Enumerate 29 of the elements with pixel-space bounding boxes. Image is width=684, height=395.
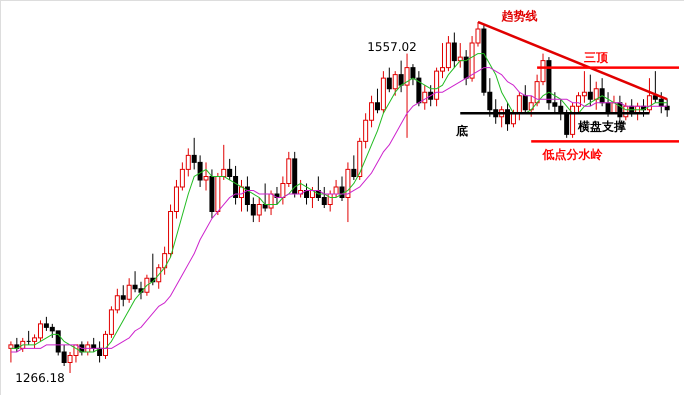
candlestick: [398, 60, 404, 93]
candlestick: [351, 154, 356, 180]
annotation: 底: [455, 124, 468, 138]
ref-line-label: 低点分水岭: [542, 147, 604, 162]
candlestick: [262, 182, 268, 212]
candlestick: [334, 179, 339, 198]
candlestick: [256, 197, 262, 223]
candlestick: [464, 50, 469, 86]
annotation: 1557.02: [367, 40, 417, 54]
candlestick: [422, 84, 428, 110]
candlestick: [664, 98, 670, 118]
ref-line-label: 三顶: [584, 50, 610, 65]
candlestick: [386, 67, 392, 93]
ref-line-label: 横盘支撑: [577, 119, 626, 134]
series-label: 趋势线: [500, 9, 538, 23]
candlestick: [126, 278, 132, 304]
candlestick: [204, 162, 209, 191]
candlestick: [120, 284, 126, 307]
candlestick: [392, 70, 398, 96]
candlestick: [594, 81, 599, 110]
candlestick: [516, 92, 522, 121]
candlestick: [8, 340, 14, 363]
candlestick: [404, 53, 410, 138]
candlestick: [221, 144, 226, 180]
candlestick: [374, 88, 380, 114]
annotation: 1266.18: [15, 371, 65, 385]
candlestick: [588, 74, 593, 107]
candlestick: [452, 32, 457, 68]
candlestick: [458, 42, 463, 68]
